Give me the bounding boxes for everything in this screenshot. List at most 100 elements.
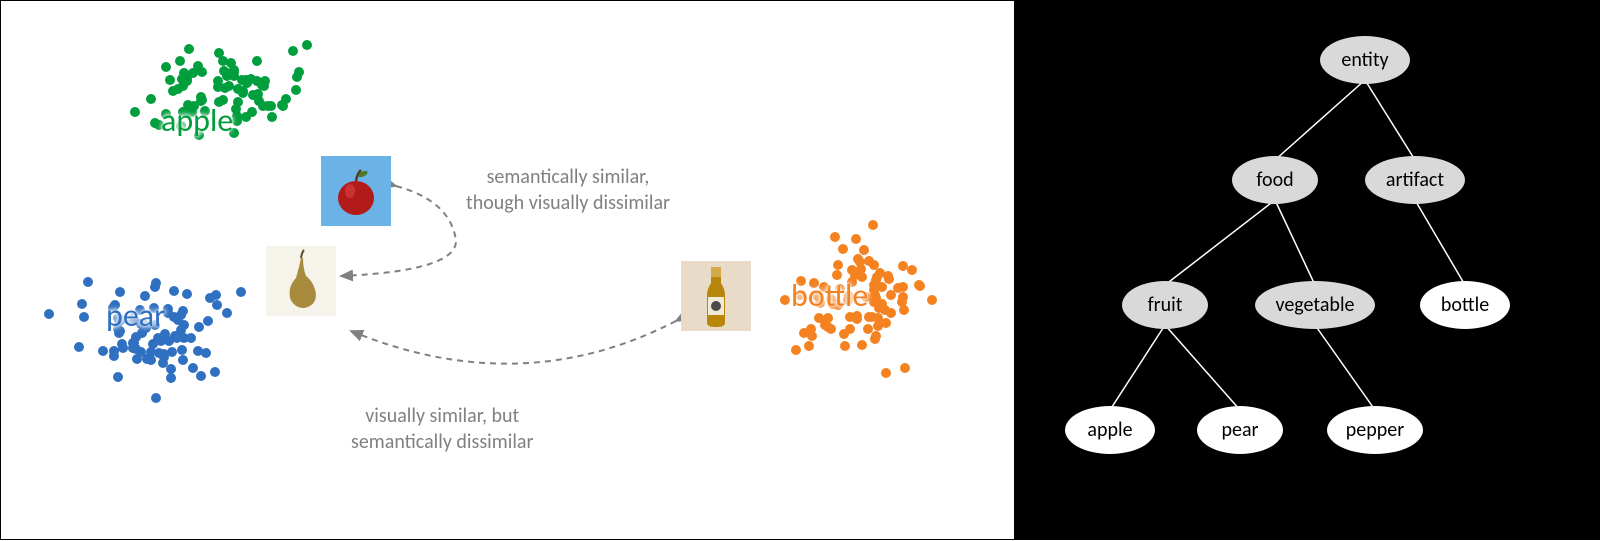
dot-pear bbox=[166, 364, 176, 374]
dot-bottle bbox=[826, 324, 836, 334]
dot-pear bbox=[128, 343, 138, 353]
dot-pear bbox=[146, 347, 156, 357]
dot-bottle bbox=[899, 305, 909, 315]
dot-pear bbox=[179, 320, 189, 330]
dot-apple bbox=[173, 84, 183, 94]
dot-pear bbox=[201, 348, 211, 358]
dot-apple bbox=[266, 101, 276, 111]
dot-apple bbox=[241, 112, 251, 122]
cluster-label-pear: pear bbox=[106, 296, 165, 335]
tree-edge-vegetable-pepper bbox=[1315, 325, 1375, 410]
tree-edge-food-fruit bbox=[1165, 200, 1275, 285]
dot-pear bbox=[151, 393, 161, 403]
dot-pear bbox=[177, 345, 187, 355]
dot-bottle bbox=[791, 345, 801, 355]
tree-panel: entity food artifact fruit vegetable bottle ap… bbox=[1015, 0, 1600, 540]
dot-pear bbox=[169, 286, 179, 296]
cluster-label-bottle: bottle bbox=[791, 276, 868, 315]
semantic-similar-note: semantically similar,though visually dis… bbox=[466, 164, 670, 216]
dot-apple bbox=[150, 118, 160, 128]
dot-pear bbox=[159, 352, 169, 362]
dot-apple bbox=[291, 85, 301, 95]
dot-apple bbox=[292, 72, 302, 82]
dot-bottle bbox=[877, 282, 887, 292]
visual-similar-note: visually similar, butsemantically dissim… bbox=[351, 403, 533, 455]
tree-node-pepper: pepper bbox=[1327, 406, 1423, 454]
visual-similar-note-line1: visually similar, but bbox=[351, 403, 533, 429]
tree-node-apple: apple bbox=[1065, 406, 1155, 454]
dot-apple bbox=[281, 94, 291, 104]
tree-node-fruit: fruit bbox=[1122, 281, 1208, 329]
dot-bottle bbox=[907, 265, 917, 275]
dot-bottle bbox=[898, 292, 908, 302]
dot-pear bbox=[212, 300, 222, 310]
dot-pear bbox=[132, 354, 142, 364]
dot-pear bbox=[74, 342, 84, 352]
dot-bottle bbox=[868, 220, 878, 230]
dot-bottle bbox=[807, 331, 817, 341]
dot-apple bbox=[267, 112, 277, 122]
tree-node-artifact: artifact bbox=[1365, 156, 1465, 204]
dot-pear bbox=[182, 289, 192, 299]
tree-node-pear: pear bbox=[1197, 406, 1283, 454]
tree-edge-fruit-pear bbox=[1165, 325, 1240, 410]
dot-pear bbox=[44, 309, 54, 319]
tree-edge-artifact-bottle bbox=[1415, 200, 1465, 285]
dot-bottle bbox=[804, 341, 814, 351]
dot-bottle bbox=[780, 295, 790, 305]
dot-pear bbox=[151, 278, 161, 288]
dot-pear bbox=[98, 346, 108, 356]
dot-pear bbox=[178, 355, 188, 365]
dot-apple bbox=[288, 46, 298, 56]
tree-node-bottle: bottle bbox=[1420, 281, 1510, 329]
dot-pear bbox=[83, 277, 93, 287]
dot-bottle bbox=[851, 234, 861, 244]
bottle-to-pear-arrow bbox=[351, 321, 676, 364]
dot-pear bbox=[196, 371, 206, 381]
dot-apple bbox=[188, 68, 198, 78]
tree-edge-entity-artifact bbox=[1365, 80, 1415, 160]
dot-apple bbox=[165, 75, 175, 85]
dot-bottle bbox=[927, 295, 937, 305]
dot-bottle bbox=[838, 244, 848, 254]
dot-bottle bbox=[857, 340, 867, 350]
dot-apple bbox=[252, 56, 262, 66]
cluster-label-apple: apple bbox=[161, 101, 233, 140]
dot-bottle bbox=[839, 329, 849, 339]
dot-bottle bbox=[914, 280, 924, 290]
dot-apple bbox=[218, 56, 228, 66]
dot-apple bbox=[146, 94, 156, 104]
dot-apple bbox=[161, 62, 171, 72]
dot-pear bbox=[79, 312, 89, 322]
dot-bottle bbox=[893, 283, 903, 293]
dot-bottle bbox=[869, 285, 879, 295]
dot-pear bbox=[166, 373, 176, 383]
apple-thumb bbox=[321, 156, 391, 226]
dot-bottle bbox=[830, 232, 840, 242]
dot-pear bbox=[186, 333, 196, 343]
dot-bottle bbox=[886, 308, 896, 318]
dot-apple bbox=[254, 96, 264, 106]
tree-node-vegetable: vegetable bbox=[1255, 281, 1375, 329]
tree-node-entity: entity bbox=[1320, 36, 1410, 84]
dot-apple bbox=[175, 56, 185, 66]
visual-similar-note-line2: semantically dissimilar bbox=[351, 429, 533, 455]
tree-edge-food-vegetable bbox=[1275, 200, 1315, 285]
dot-bottle bbox=[881, 368, 891, 378]
dot-bottle bbox=[898, 261, 908, 271]
tree-edge-entity-food bbox=[1275, 80, 1365, 160]
dot-apple bbox=[213, 82, 223, 92]
semantic-similar-note-line1: semantically similar, bbox=[466, 164, 670, 190]
scatter-panel: apple pear bottle semantically similar,tho… bbox=[0, 0, 1015, 540]
dot-bottle bbox=[900, 363, 910, 373]
dot-apple bbox=[130, 107, 140, 117]
dot-bottle bbox=[833, 260, 843, 270]
dot-pear bbox=[236, 287, 246, 297]
dot-pear bbox=[203, 316, 213, 326]
dot-pear bbox=[113, 372, 123, 382]
tree-node-food: food bbox=[1232, 156, 1318, 204]
dot-apple bbox=[237, 75, 247, 85]
dot-pear bbox=[109, 346, 119, 356]
dot-apple bbox=[184, 44, 194, 54]
dot-pear bbox=[188, 363, 198, 373]
